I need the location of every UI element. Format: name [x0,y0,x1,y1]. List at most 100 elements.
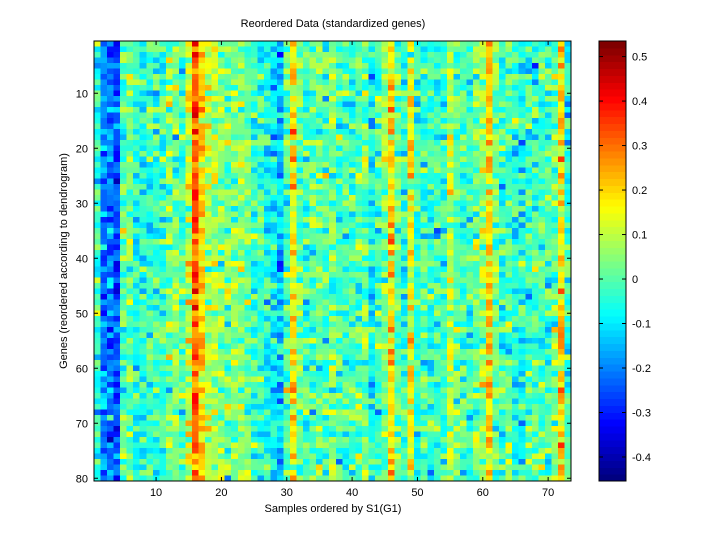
heatmap-cell [427,283,435,289]
heatmap-cell [433,409,441,416]
heatmap-cell [420,79,428,86]
heatmap-cell [518,299,526,306]
heatmap-cell [309,382,317,388]
heatmap-cell [440,272,448,278]
heatmap-cell [224,349,232,355]
heatmap-cell [172,261,180,267]
heatmap-cell [551,200,559,207]
heatmap-cell [564,283,572,289]
heatmap-cell [531,409,539,416]
heatmap-cell [420,272,428,278]
heatmap-cell [100,349,108,355]
heatmap-cell [486,200,493,207]
heatmap-cell [414,123,422,130]
heatmap-cell [231,354,239,361]
heatmap-cell [257,222,265,229]
heatmap-cell [551,68,559,75]
heatmap-cell [198,140,206,146]
heatmap-cell [152,140,160,146]
heatmap-cell [270,228,278,234]
heatmap-cell [348,349,356,355]
heatmap-cell [420,409,428,416]
heatmap-cell [538,371,546,377]
heatmap-cell [335,266,343,273]
heatmap-cell [159,90,167,97]
heatmap-cell [113,195,121,201]
heatmap-cell [355,145,363,152]
heatmap-cell [446,206,454,212]
heatmap-cell [459,321,467,328]
heatmap-cell [107,288,114,295]
heatmap-cell [152,145,160,152]
heatmap-cell [231,74,239,80]
heatmap-cell [505,90,513,97]
heatmap-cell [152,46,160,53]
heatmap-cell [263,305,271,311]
heatmap-cell [107,200,114,207]
heatmap-cell [126,404,134,410]
heatmap-cell [159,387,167,394]
heatmap-cell [492,365,500,372]
heatmap-cell [198,239,206,245]
heatmap-cell [185,134,193,141]
heatmap-cell [159,343,167,350]
heatmap-cell [551,398,559,405]
heatmap-cell [446,371,454,377]
heatmap-cell [414,316,422,322]
heatmap-cell [263,162,271,168]
heatmap-cell [388,184,395,190]
heatmap-cell [250,354,258,361]
heatmap-cell [178,376,186,383]
heatmap-cell [453,68,461,75]
heatmap-cell [218,327,226,333]
heatmap-cell [505,151,513,157]
heatmap-cell [309,200,317,207]
heatmap-cell [244,134,252,141]
heatmap-cell [290,288,297,295]
heatmap-cell [329,354,337,361]
heatmap-cell [381,112,389,119]
heatmap-cell [296,343,304,350]
heatmap-cell [440,354,448,361]
heatmap-cell [309,299,317,306]
heatmap-cell [296,393,304,399]
heatmap-cell [348,68,356,75]
heatmap-cell [374,283,382,289]
heatmap-cell [276,398,284,405]
heatmap-cell [146,90,154,97]
heatmap-cell [257,151,265,157]
heatmap-cell [133,354,141,361]
heatmap-cell [303,112,311,119]
heatmap-cell [505,283,513,289]
heatmap-cell [172,404,180,410]
heatmap-cell [388,321,395,328]
heatmap-cell [113,151,121,157]
heatmap-cell [165,85,173,91]
heatmap-cell [329,162,337,168]
heatmap-cell [544,327,552,333]
heatmap-cell [211,96,219,102]
heatmap-cell [538,387,546,394]
heatmap-cell [296,349,304,355]
heatmap-cell [342,393,350,399]
heatmap-cell [531,173,539,179]
heatmap-cell [551,156,559,163]
heatmap-cell [126,382,134,388]
heatmap-cell [224,343,232,350]
heatmap-cell [407,167,415,174]
heatmap-cell [551,228,559,234]
heatmap-cell [374,404,382,410]
heatmap-cell [94,129,101,135]
heatmap-cell [263,239,271,245]
heatmap-cell [420,239,428,245]
heatmap-cell [459,123,467,130]
heatmap-cell [165,398,173,405]
heatmap-cell [120,244,128,251]
heatmap-cell [257,118,265,124]
heatmap-cell [198,217,206,223]
heatmap-cell [374,85,382,91]
heatmap-cell [368,178,376,185]
heatmap-cell [348,261,356,267]
heatmap-cell [472,239,480,245]
heatmap-cell [309,112,317,119]
